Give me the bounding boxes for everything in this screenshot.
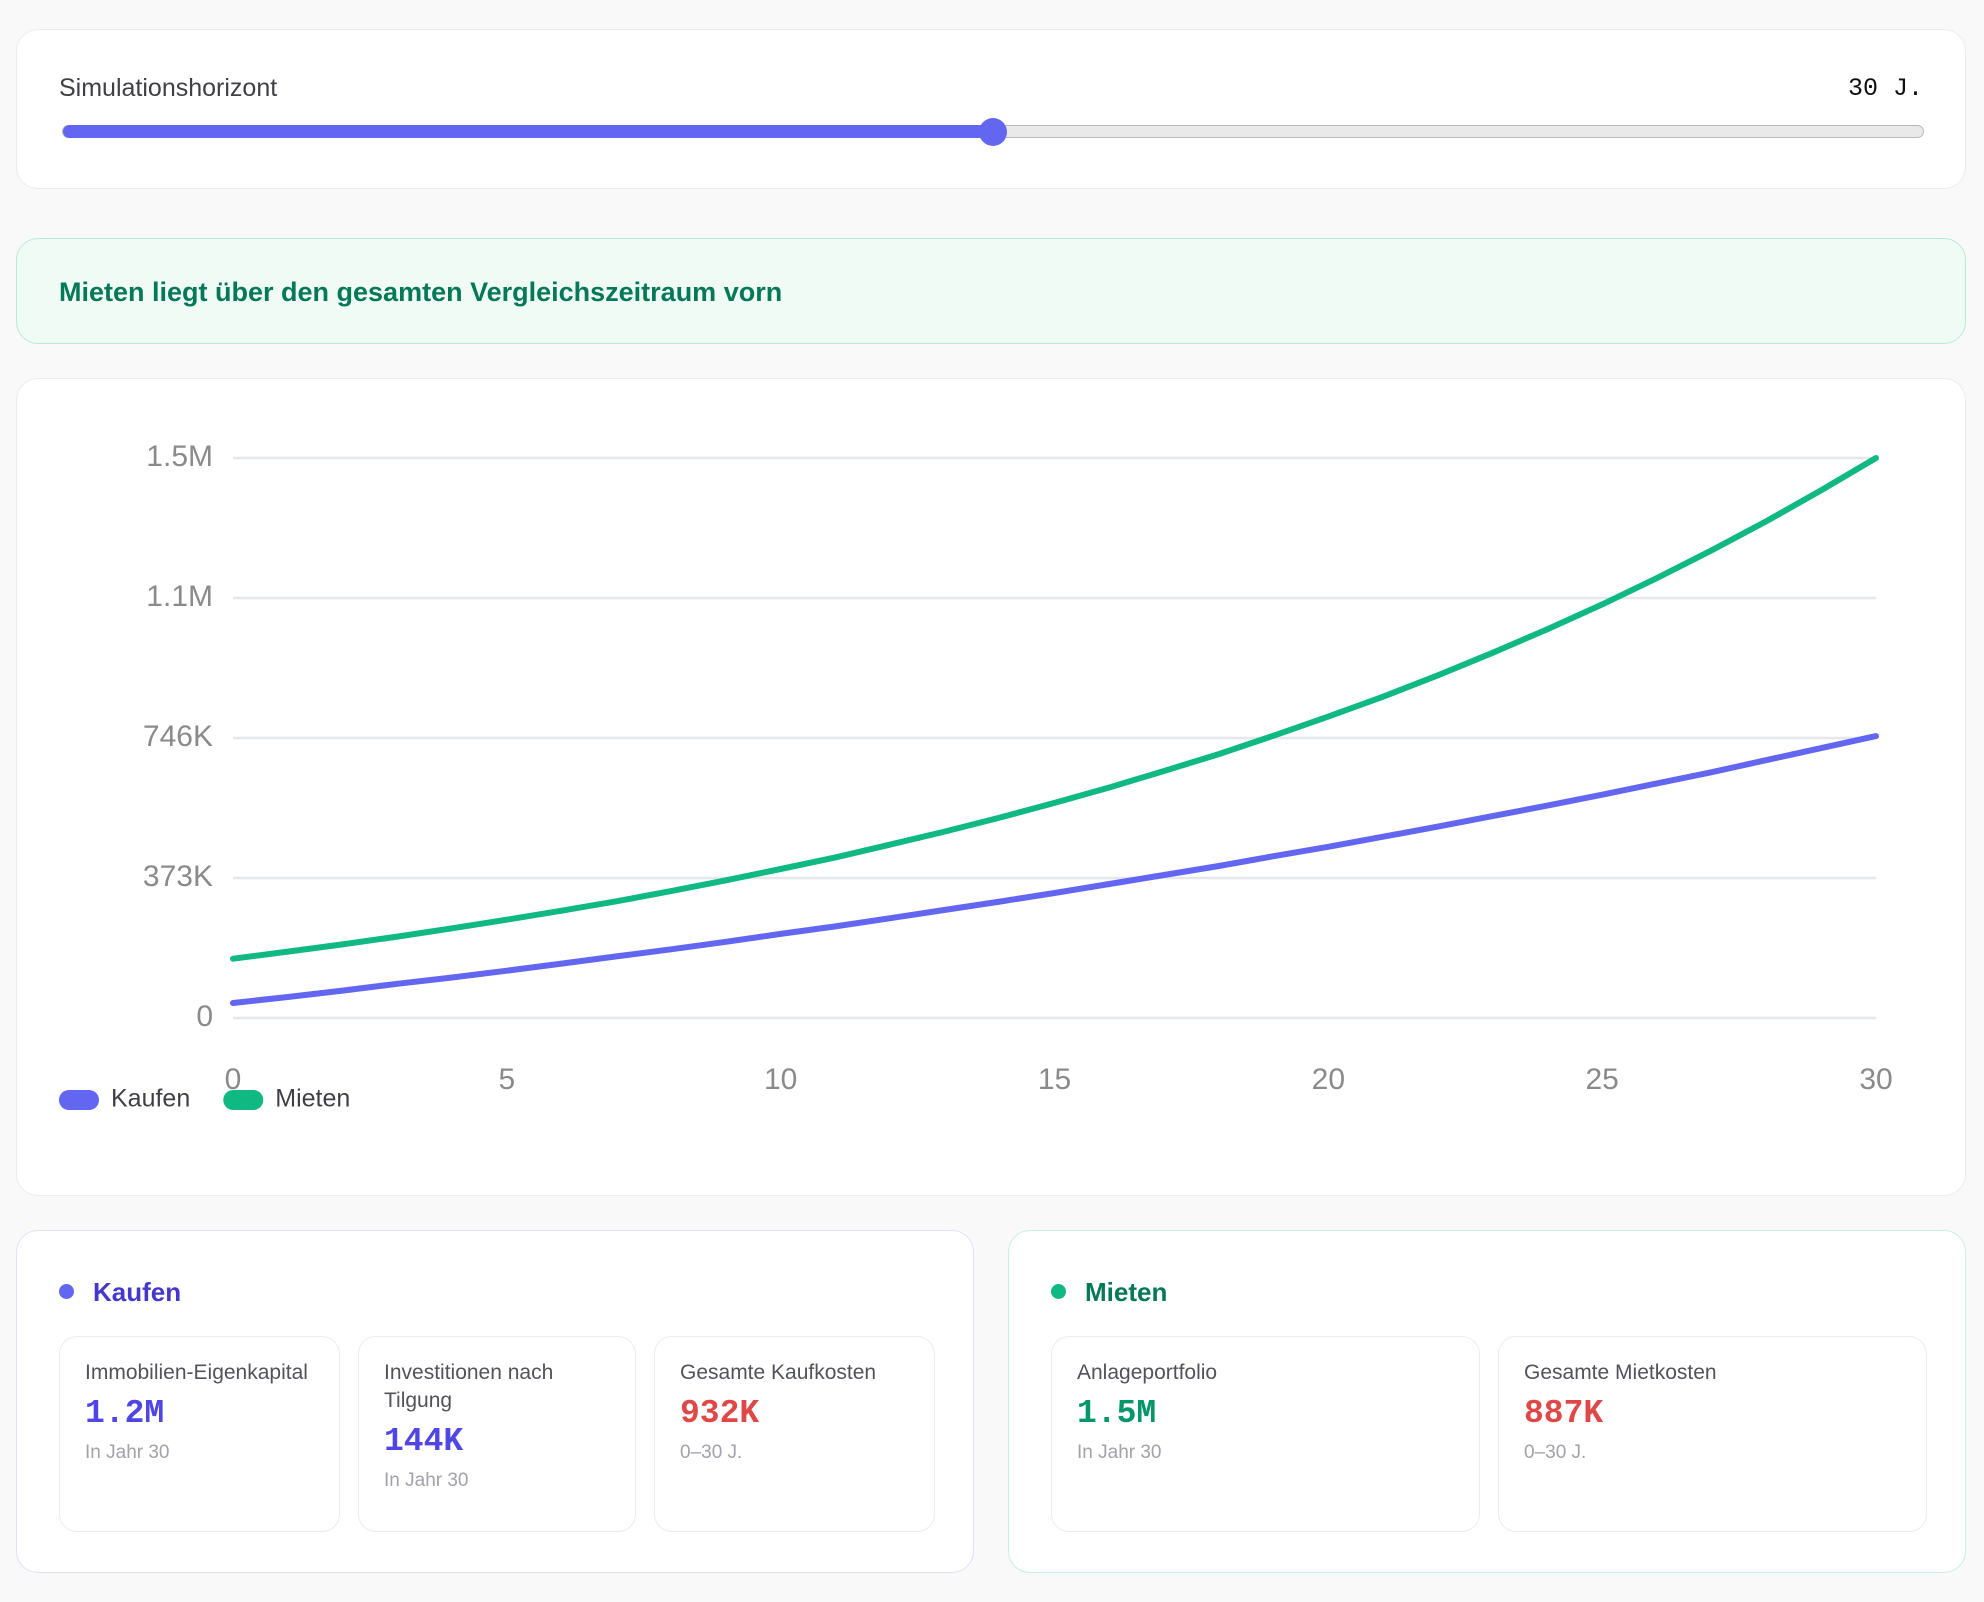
- summary-title: Mieten: [1085, 1277, 1168, 1307]
- metric-note: In Jahr 30: [85, 1442, 170, 1463]
- metric-box: Gesamte Mietkosten 887K 0–30 J.: [1498, 1336, 1927, 1532]
- series-line: [230, 455, 1879, 962]
- chart: 0 373K 746K 1.1M 1.5M 0 5 10 15 20 25 30 Kaufen Miete…: [59, 440, 1893, 1113]
- y-tick-label: 1.1M: [146, 580, 213, 613]
- summary-card: Mieten Anlageportfolio 1.5M In Jahr 30 Gesam…: [1008, 1230, 1966, 1573]
- legend-item: Mieten: [223, 1085, 350, 1113]
- metric-label: Anlageportfolio: [1077, 1361, 1218, 1384]
- y-tick-label: 373K: [143, 860, 213, 893]
- metric-value: 1.2M: [85, 1395, 165, 1432]
- legend-label: Mieten: [275, 1085, 350, 1113]
- metric-label: Gesamte Mietkosten: [1524, 1361, 1717, 1384]
- x-tick-label: 5: [498, 1063, 515, 1096]
- slider-value: 30 J.: [1847, 74, 1923, 103]
- slider-fill: [63, 124, 993, 138]
- banner-text: Mieten liegt über den gesamten Vergleich…: [59, 277, 783, 307]
- chart-card: 0 373K 746K 1.1M 1.5M 0 5 10 15 20 25 30 Kaufen Miete…: [16, 378, 1966, 1196]
- y-tick-label: 746K: [143, 720, 213, 753]
- metric-box: Immobilien-Eigenkapital 1.2M In Jahr 30: [59, 1336, 340, 1532]
- metric-value: 932K: [680, 1395, 760, 1432]
- legend-label: Kaufen: [111, 1085, 190, 1113]
- metric-value: 1.5M: [1077, 1395, 1157, 1432]
- summary-title: Kaufen: [93, 1277, 182, 1307]
- metric-box: Investitionen nach Tilgung 144K In Jahr 30: [358, 1336, 636, 1532]
- slider-track[interactable]: [62, 117, 1924, 146]
- metric-label: Gesamte Kaufkosten: [680, 1361, 877, 1384]
- metric-label: Immobilien-Eigenkapital: [85, 1361, 308, 1384]
- legend-item: Kaufen: [59, 1085, 190, 1113]
- y-tick-label: 1.5M: [146, 440, 213, 473]
- x-tick-label: 20: [1312, 1063, 1345, 1096]
- metric-value: 144K: [384, 1423, 464, 1460]
- summary-dot: [1051, 1284, 1066, 1299]
- metric-note: In Jahr 30: [1077, 1442, 1162, 1463]
- metric-box: Anlageportfolio 1.5M In Jahr 30: [1051, 1336, 1480, 1532]
- x-tick-label: 30: [1859, 1063, 1892, 1096]
- x-tick-label: 0: [225, 1063, 242, 1096]
- metric-box: Gesamte Kaufkosten 932K 0–30 J.: [654, 1336, 935, 1532]
- banner: Mieten liegt über den gesamten Vergleich…: [16, 238, 1966, 344]
- x-tick-label: 10: [764, 1063, 797, 1096]
- legend-swatch: [59, 1090, 99, 1110]
- series-line: [230, 733, 1879, 1006]
- metric-note: 0–30 J.: [680, 1442, 743, 1463]
- legend-swatch: [223, 1090, 264, 1110]
- x-tick-label: 15: [1038, 1063, 1071, 1096]
- x-tick-label: 25: [1585, 1063, 1618, 1096]
- y-tick-label: 0: [196, 1000, 213, 1033]
- metric-note: In Jahr 30: [384, 1470, 469, 1491]
- metric-value: 887K: [1524, 1395, 1604, 1432]
- summary-card: Kaufen Immobilien-Eigenkapital 1.2M In Jahr…: [16, 1230, 974, 1573]
- metric-label: Investitionen nach Tilgung: [384, 1361, 554, 1412]
- summary-dot: [59, 1284, 74, 1299]
- slider-label: Simulationshorizont: [59, 74, 278, 102]
- slider-thumb[interactable]: [979, 117, 1007, 146]
- metric-note: 0–30 J.: [1524, 1442, 1587, 1463]
- slider-card: Simulationshorizont 30 J.: [16, 29, 1966, 189]
